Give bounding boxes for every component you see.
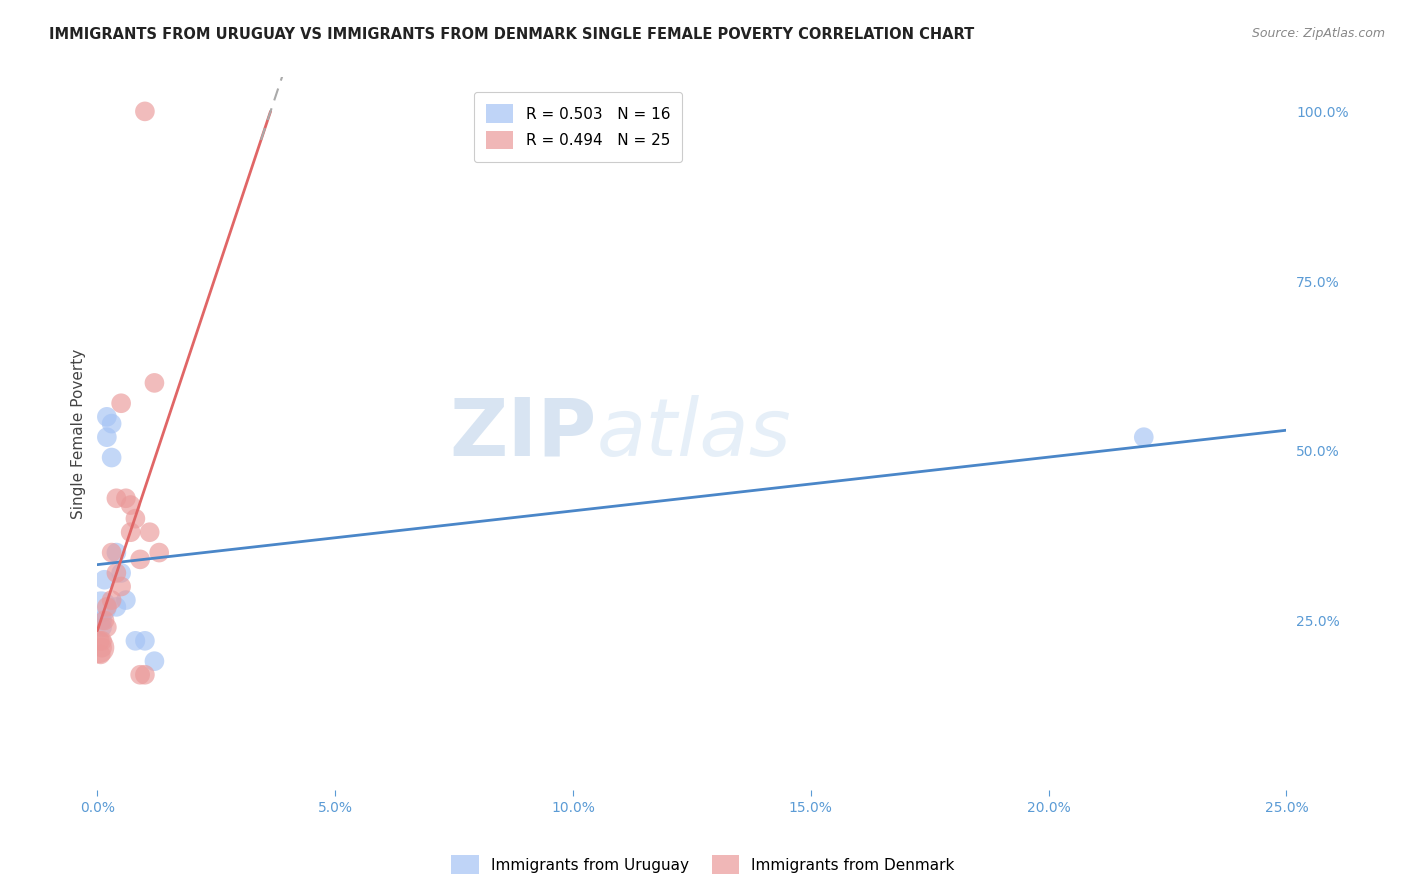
Point: [90, 599, 112, 614]
Text: IMMIGRANTS FROM URUGUAY VS IMMIGRANTS FROM DENMARK SINGLE FEMALE POVERTY CORRELA: IMMIGRANTS FROM URUGUAY VS IMMIGRANTS FR…: [49, 27, 974, 42]
Point: [115, 593, 138, 607]
Point: [91, 620, 114, 634]
Point: [93, 614, 115, 628]
Point: [105, 491, 128, 506]
Point: [100, 417, 122, 431]
Point: [134, 633, 156, 648]
Point: [110, 566, 132, 580]
Point: [91, 640, 114, 655]
Point: [96, 620, 118, 634]
Point: [124, 511, 146, 525]
Text: ZIP: ZIP: [450, 395, 596, 473]
Point: [120, 525, 142, 540]
Point: [91, 633, 114, 648]
Text: atlas: atlas: [596, 395, 792, 473]
Point: [91, 614, 114, 628]
Point: [110, 396, 132, 410]
Point: [96, 599, 118, 614]
Point: [110, 580, 132, 594]
Point: [134, 104, 156, 119]
Point: [100, 450, 122, 465]
Point: [1132, 430, 1154, 444]
Point: [124, 633, 146, 648]
Point: [100, 593, 122, 607]
Point: [115, 491, 138, 506]
Point: [100, 545, 122, 559]
Point: [120, 498, 142, 512]
Point: [105, 566, 128, 580]
Y-axis label: Single Female Poverty: Single Female Poverty: [72, 349, 86, 519]
Point: [89, 633, 111, 648]
Point: [129, 552, 152, 566]
Point: [148, 545, 170, 559]
Point: [87, 640, 110, 655]
Point: [134, 667, 156, 681]
Point: [93, 573, 115, 587]
Point: [143, 654, 166, 668]
Point: [96, 409, 118, 424]
Point: [138, 525, 160, 540]
Point: [105, 599, 128, 614]
Legend: R = 0.503   N = 16, R = 0.494   N = 25: R = 0.503 N = 16, R = 0.494 N = 25: [474, 92, 682, 161]
Point: [143, 376, 166, 390]
Point: [90, 648, 112, 662]
Point: [129, 667, 152, 681]
Point: [96, 430, 118, 444]
Text: Source: ZipAtlas.com: Source: ZipAtlas.com: [1251, 27, 1385, 40]
Legend: Immigrants from Uruguay, Immigrants from Denmark: Immigrants from Uruguay, Immigrants from…: [446, 849, 960, 880]
Point: [105, 545, 128, 559]
